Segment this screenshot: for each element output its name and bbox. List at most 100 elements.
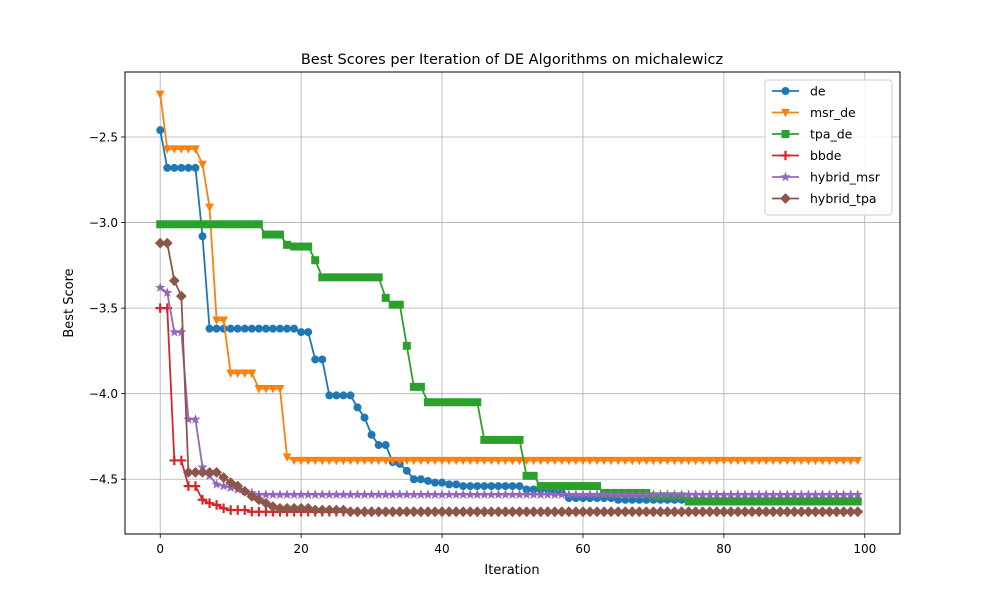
y-tick-label: −4.5 xyxy=(89,473,118,487)
data-point-de xyxy=(501,482,509,490)
series-line-hybrid_tpa xyxy=(160,243,858,512)
data-point-tpa_de xyxy=(332,273,340,281)
data-point-tpa_de xyxy=(516,436,524,444)
series-hybrid_tpa xyxy=(155,238,863,517)
data-point-tpa_de xyxy=(565,482,573,490)
data-point-tpa_de xyxy=(593,482,601,490)
data-point-tpa_de xyxy=(213,220,221,228)
data-point-de xyxy=(621,496,629,504)
data-point-de xyxy=(431,479,439,487)
data-point-de xyxy=(156,126,164,134)
series-msr_de xyxy=(156,91,862,466)
data-point-de xyxy=(170,164,178,172)
data-point-tpa_de xyxy=(389,301,397,309)
data-point-tpa_de xyxy=(452,398,460,406)
legend-label: de xyxy=(810,84,826,99)
data-point-de xyxy=(318,355,326,363)
data-point-de xyxy=(177,164,185,172)
data-point-de xyxy=(255,325,263,333)
series-line-msr_de xyxy=(160,94,858,460)
data-point-bbde xyxy=(177,456,187,466)
data-point-tpa_de xyxy=(417,383,425,391)
series-group xyxy=(155,91,863,518)
data-point-de xyxy=(269,325,277,333)
data-point-tpa_de xyxy=(530,472,538,480)
data-point-de xyxy=(311,355,319,363)
data-point-tpa_de xyxy=(382,294,390,302)
data-point-de xyxy=(368,431,376,439)
data-point-tpa_de xyxy=(459,398,467,406)
series-hybrid_msr xyxy=(155,282,863,499)
data-point-de xyxy=(509,482,517,490)
data-point-de xyxy=(339,391,347,399)
data-point-tpa_de xyxy=(276,231,284,239)
data-point-tpa_de xyxy=(206,220,214,228)
data-point-de xyxy=(227,325,235,333)
data-point-de xyxy=(191,164,199,172)
data-point-tpa_de xyxy=(163,220,171,228)
data-point-de xyxy=(452,480,460,488)
data-point-tpa_de xyxy=(445,398,453,406)
data-point-de xyxy=(248,325,256,333)
x-tick-label: 80 xyxy=(716,542,731,556)
data-point-de xyxy=(375,441,383,449)
data-point-tpa_de xyxy=(311,256,319,264)
data-point-tpa_de xyxy=(346,273,354,281)
data-point-de xyxy=(276,325,284,333)
data-point-tpa_de xyxy=(586,482,594,490)
legend-label: bbde xyxy=(810,148,842,163)
data-point-tpa_de xyxy=(494,436,502,444)
legend-label: hybrid_tpa xyxy=(810,191,877,206)
series-tpa_de xyxy=(156,220,862,505)
data-point-tpa_de xyxy=(487,436,495,444)
data-point-de xyxy=(403,467,411,475)
data-point-de xyxy=(635,496,643,504)
data-point-tpa_de xyxy=(466,398,474,406)
data-point-de xyxy=(459,482,467,490)
y-tick-label: −3.0 xyxy=(89,216,118,230)
data-point-de xyxy=(332,391,340,399)
data-point-tpa_de xyxy=(297,243,305,251)
y-axis-ticks: −2.5−3.0−3.5−4.0−4.5 xyxy=(89,131,125,487)
data-point-tpa_de xyxy=(551,482,559,490)
data-point-de xyxy=(410,475,418,483)
data-point-de xyxy=(234,325,242,333)
series-line-de xyxy=(160,130,858,500)
data-point-tpa_de xyxy=(558,482,566,490)
data-point-tpa_de xyxy=(191,220,199,228)
data-point-tpa_de xyxy=(473,398,481,406)
data-point-msr_de xyxy=(205,204,214,212)
data-point-tpa_de xyxy=(156,220,164,228)
data-point-tpa_de xyxy=(304,243,312,251)
legend-label: msr_de xyxy=(810,105,856,120)
data-point-de xyxy=(424,477,432,485)
data-point-tpa_de xyxy=(438,398,446,406)
data-point-de xyxy=(297,328,305,336)
data-point-de xyxy=(354,403,362,411)
data-point-tpa_de xyxy=(544,482,552,490)
data-point-tpa_de xyxy=(396,301,404,309)
data-point-tpa_de xyxy=(410,383,418,391)
data-point-de xyxy=(628,496,636,504)
data-point-de xyxy=(480,482,488,490)
data-point-de xyxy=(438,479,446,487)
data-point-tpa_de xyxy=(354,273,362,281)
data-point-de xyxy=(325,391,333,399)
data-point-hybrid_tpa xyxy=(852,506,863,517)
data-point-tpa_de xyxy=(290,243,298,251)
data-point-msr_de xyxy=(156,91,165,99)
data-point-de xyxy=(516,482,524,490)
data-point-de xyxy=(487,482,495,490)
data-point-tpa_de xyxy=(431,398,439,406)
data-point-tpa_de xyxy=(579,482,587,490)
data-point-tpa_de xyxy=(177,220,185,228)
data-point-bbde xyxy=(191,481,201,491)
legend: demsr_detpa_debbdehybrid_msrhybrid_tpa xyxy=(765,80,892,215)
x-tick-label: 40 xyxy=(434,542,449,556)
data-point-tpa_de xyxy=(424,398,432,406)
data-point-tpa_de xyxy=(234,220,242,228)
data-point-tpa_de xyxy=(318,273,326,281)
data-point-tpa_de xyxy=(227,220,235,228)
data-point-tpa_de xyxy=(572,482,580,490)
